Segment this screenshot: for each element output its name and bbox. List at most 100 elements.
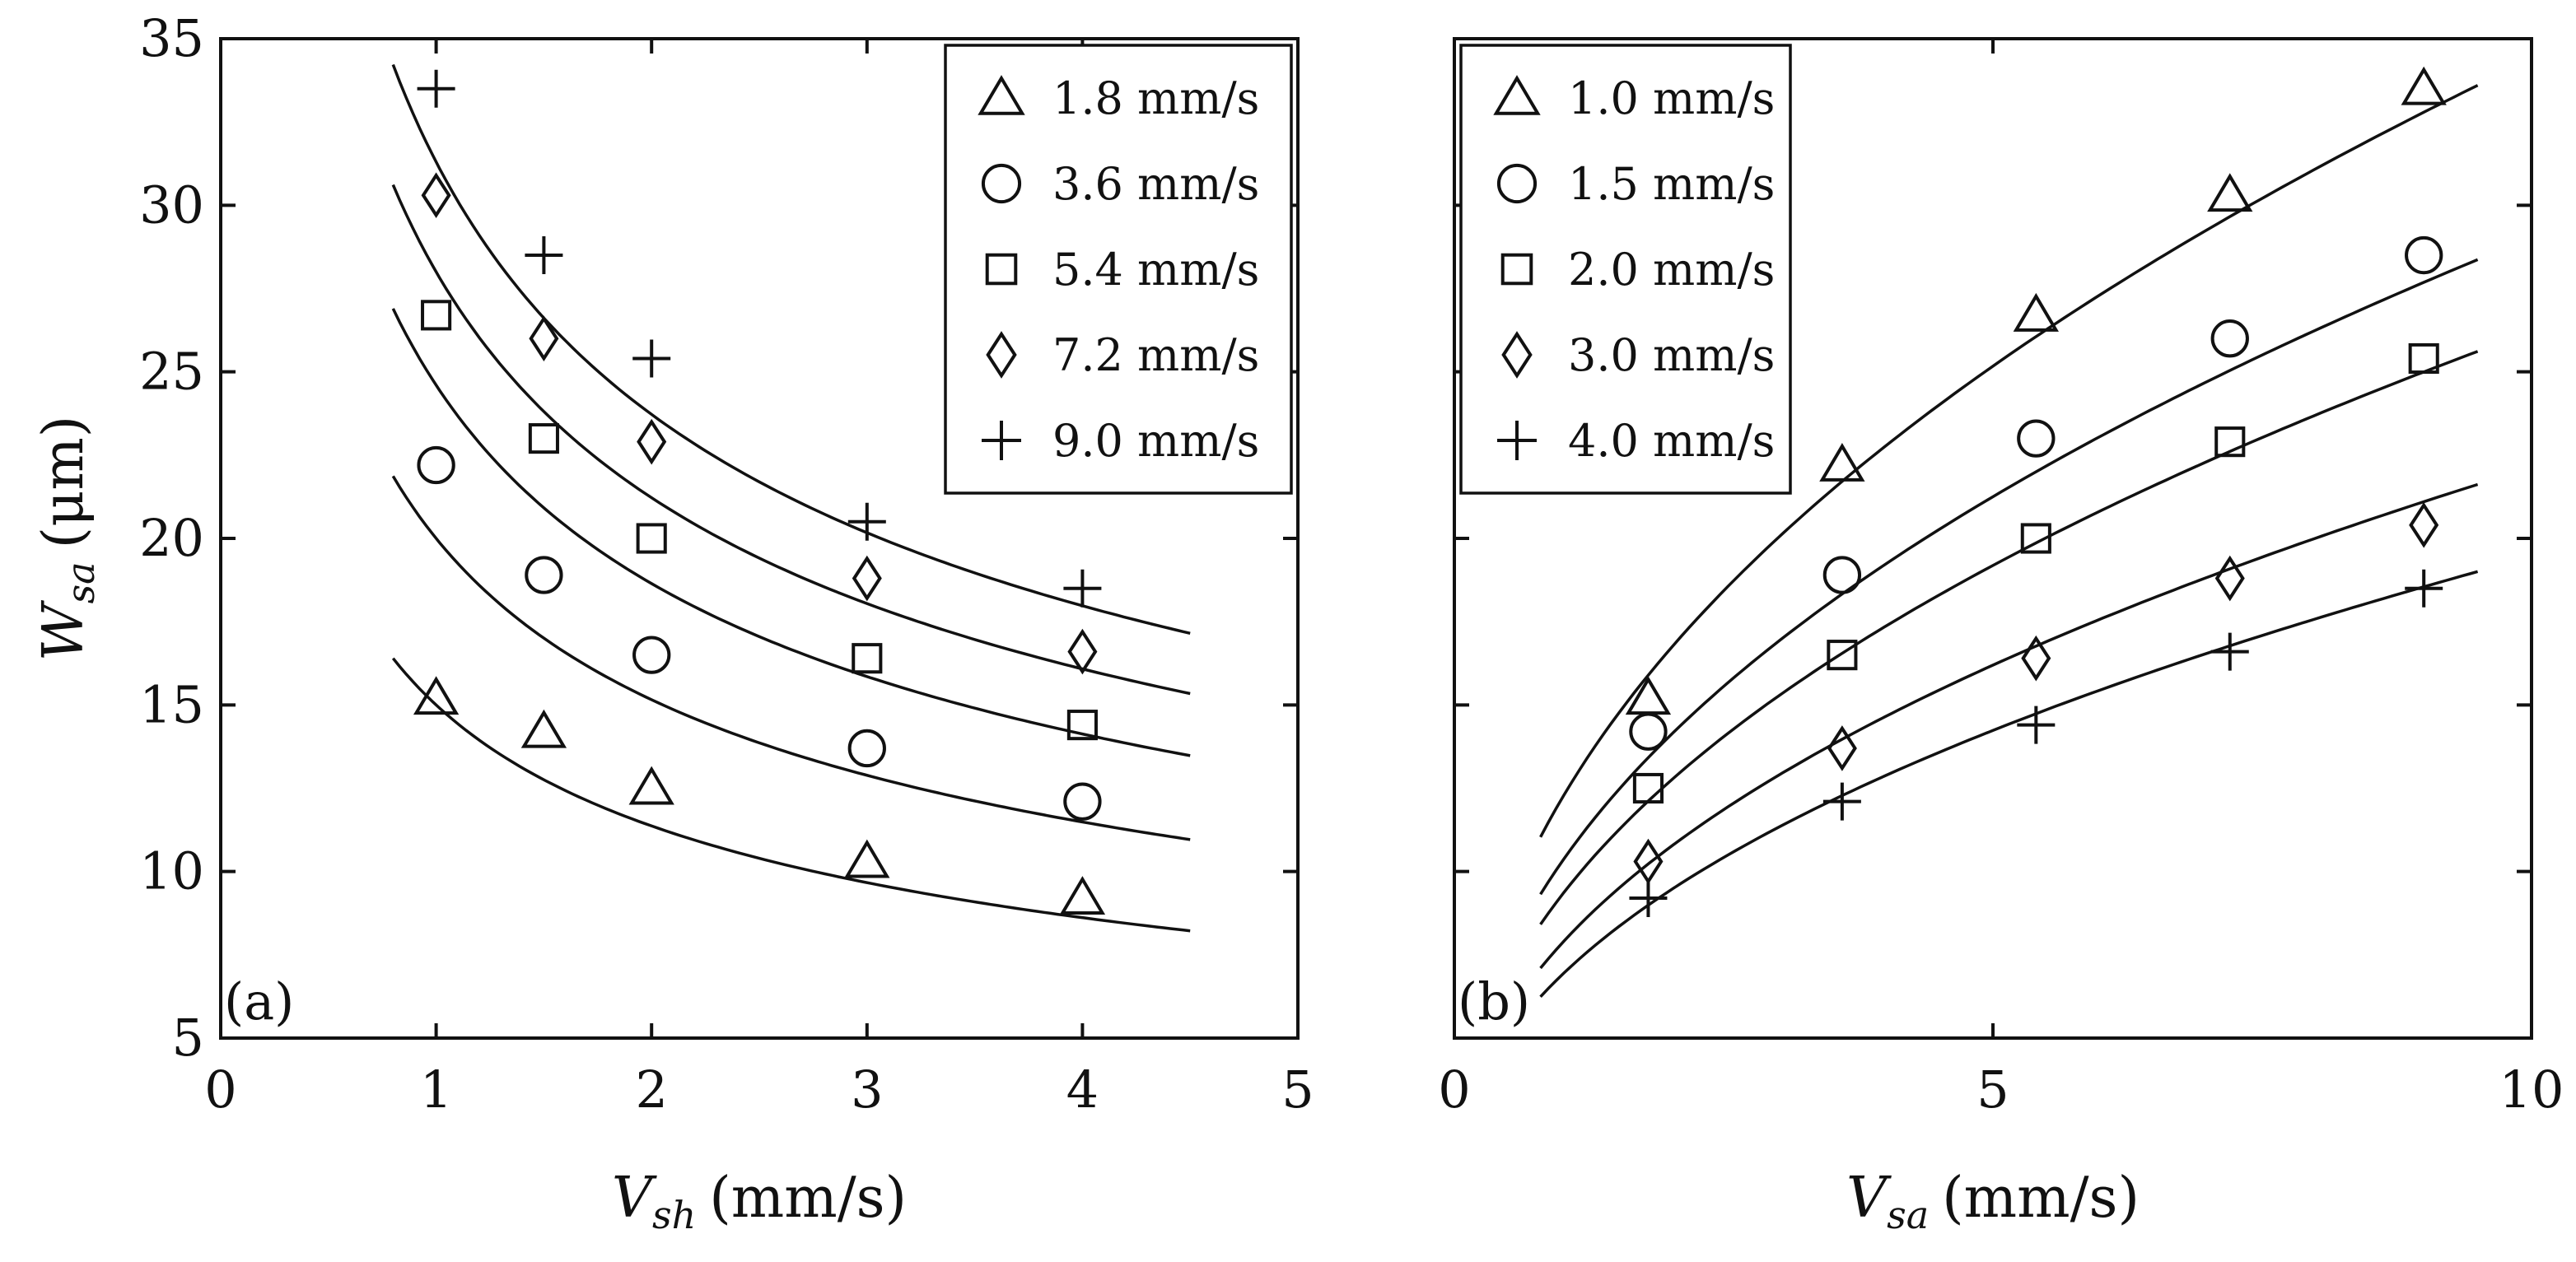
y-tick-label: 35	[139, 8, 204, 68]
fit-curve-5-4-mm-s	[391, 308, 1191, 757]
data-point-plus	[847, 502, 886, 541]
fit-curve-3-0-mm-s	[1539, 482, 2479, 970]
fit-curve-1-8-mm-s	[391, 657, 1191, 933]
x-tick-label: 0	[1438, 1059, 1470, 1120]
legend-box	[944, 44, 1293, 495]
data-point-plus	[1822, 782, 1861, 821]
data-point-square	[636, 523, 667, 554]
legend-entry-label: 1.0 mm/s	[1568, 72, 1775, 124]
panel-a-x-axis-label: Vsh (mm/s)	[612, 1166, 907, 1237]
data-point-triangle	[2401, 66, 2447, 105]
y-tick-label: 10	[139, 841, 204, 901]
legend-entry-label: 9.0 mm/s	[1052, 415, 1259, 467]
data-point-diamond	[2409, 501, 2439, 548]
panel-a-ticks: 0 1 2 3 4 5 5 10 15 20 25 30 35	[139, 8, 1314, 1120]
data-point-plus	[1629, 879, 1668, 918]
data-point-circle	[2017, 419, 2056, 458]
y-tick-label: 15	[139, 674, 204, 734]
data-point-triangle	[844, 839, 890, 878]
panel-b-legend: 1.0 mm/s 1.5 mm/s 2.0 mm/s 3.0 mm/s 4.0 mm/s	[1459, 44, 1792, 495]
panel-a-legend: 1.8 mm/s 3.6 mm/s 5.4 mm/s 7.2 mm/s 9.0 mm/s	[944, 44, 1293, 495]
x-tick-label: 1	[420, 1059, 452, 1120]
data-point-square	[528, 423, 559, 454]
data-point-circle	[417, 445, 455, 485]
data-point-plus	[417, 69, 455, 108]
fit-curve-4-0-mm-s	[1539, 570, 2479, 998]
y-tick-label: 25	[139, 342, 204, 402]
panel-a-label: (a)	[224, 971, 294, 1031]
fit-curve-2-0-mm-s	[1539, 350, 2479, 925]
fit-curve-1-5-mm-s	[1539, 258, 2479, 896]
data-point-diamond	[637, 418, 667, 465]
data-point-circle	[2210, 319, 2249, 358]
y-tick-label: 20	[139, 508, 204, 568]
fit-curve-9-0-mm-s	[391, 63, 1191, 636]
x-tick-label: 2	[635, 1059, 667, 1120]
data-point-plus	[2405, 569, 2443, 608]
data-point-triangle	[413, 676, 460, 715]
x-tick-label: 5	[1281, 1059, 1314, 1120]
fit-curve-1-0-mm-s	[1539, 84, 2479, 838]
x-tick-label: 10	[2499, 1059, 2564, 1120]
data-point-diamond	[2214, 555, 2245, 602]
data-point-diamond	[1633, 838, 1664, 885]
data-point-plus	[1063, 569, 1102, 608]
data-point-circle	[1822, 556, 1862, 594]
panel-a: 0 1 2 3 4 5 5 10 15 20 25 30 35 (a) 1.8 mm/s 3.6 mm/s…	[31, 8, 1314, 1237]
legend-marker-square	[985, 253, 1018, 286]
data-point-plus	[2210, 632, 2249, 671]
data-point-square	[421, 300, 452, 331]
legend-entry-label: 5.4 mm/s	[1052, 244, 1259, 296]
fit-curve-7-2-mm-s	[391, 184, 1191, 696]
data-point-square	[1827, 640, 1858, 671]
data-point-circle	[2405, 235, 2443, 275]
panel-b-fit-curves	[1539, 84, 2479, 998]
data-point-circle	[1063, 782, 1102, 821]
data-point-square	[1066, 710, 1098, 741]
legend-marker-diamond	[986, 331, 1017, 379]
data-point-square	[2214, 426, 2246, 458]
data-point-plus	[2017, 706, 2056, 744]
legend-box	[1459, 44, 1792, 495]
data-point-square	[2408, 342, 2439, 375]
y-tick-label: 5	[172, 1008, 204, 1068]
legend-marker-plus	[1497, 421, 1537, 460]
data-point-square	[852, 643, 883, 674]
data-point-triangle	[1059, 876, 1106, 915]
panel-b-ticks: 0 5 10	[1438, 37, 2564, 1120]
data-point-circle	[1629, 712, 1668, 751]
data-point-circle	[525, 556, 563, 594]
panel-a-data-points	[413, 69, 1106, 915]
legend-entry-label: 1.5 mm/s	[1568, 158, 1775, 210]
x-tick-label: 3	[851, 1059, 883, 1120]
data-point-circle	[632, 636, 671, 674]
legend-marker-plus	[982, 421, 1021, 460]
data-point-triangle	[520, 709, 567, 748]
data-point-triangle	[1625, 676, 1672, 715]
data-point-diamond	[529, 315, 559, 362]
data-point-diamond	[1827, 725, 1857, 771]
data-point-diamond	[1067, 628, 1098, 675]
x-tick-label: 4	[1066, 1059, 1099, 1120]
legend-entry-label: 2.0 mm/s	[1568, 244, 1775, 296]
legend-entry-label: 4.0 mm/s	[1568, 415, 1775, 467]
legend-marker-diamond	[1501, 331, 1533, 379]
panel-b-data-points	[1625, 66, 2447, 918]
data-point-plus	[525, 236, 563, 275]
legend-entry-label: 3.0 mm/s	[1568, 329, 1775, 381]
panel-a-fit-curves	[391, 63, 1191, 933]
data-point-square	[2020, 523, 2051, 554]
data-point-diamond	[2021, 635, 2051, 682]
legend-entry-label: 3.6 mm/s	[1052, 158, 1259, 210]
panel-b: 0 5 10 (b) 1.0 mm/s 1.5 mm/s 2.0 mm/s 3.0 mm/…	[1438, 37, 2564, 1237]
legend-marker-triangle	[1493, 75, 1541, 115]
data-point-circle	[847, 729, 886, 768]
panel-b-label: (b)	[1458, 971, 1530, 1031]
data-point-plus	[632, 339, 671, 378]
x-tick-label: 0	[204, 1059, 236, 1120]
legend-entry-label: 7.2 mm/s	[1052, 329, 1259, 381]
x-tick-label: 5	[1976, 1059, 2009, 1120]
data-point-square	[1632, 772, 1664, 804]
fit-curve-3-6-mm-s	[391, 475, 1191, 841]
